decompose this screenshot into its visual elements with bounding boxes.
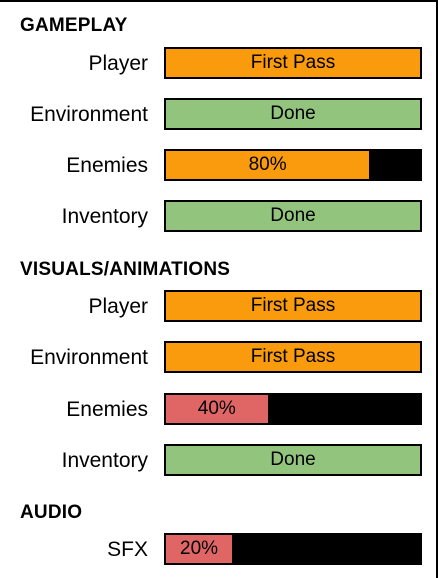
progress-fill: Done [166,446,420,474]
progress-status: First Pass [250,346,336,367]
task-label: Player [88,295,148,318]
progress-status: Done [270,205,316,226]
progress-status: First Pass [250,295,336,316]
top-border [0,0,438,2]
right-border [436,0,438,578]
task-row-visuals-player: Player First Pass [0,289,438,325]
progress-bar: First Pass [164,341,422,373]
task-label: Enemies [66,398,148,421]
progress-fill: Done [166,100,420,128]
progress-fill: 80% [166,151,370,179]
progress-fill: First Pass [166,343,420,371]
task-label: Environment [30,346,148,369]
progress-bar: 20% [164,533,422,565]
progress-fill: First Pass [166,49,420,77]
progress-bar: Done [164,444,422,476]
progress-bar: First Pass [164,47,422,79]
task-label: Enemies [66,154,148,177]
progress-bar: First Pass [164,290,422,322]
progress-fill: 20% [166,535,233,563]
task-label: Environment [30,103,148,126]
task-row-visuals-environment: Environment First Pass [0,340,438,376]
progress-status: 20% [180,538,219,559]
task-row-gameplay-inventory: Inventory Done [0,199,438,235]
section-title-gameplay: GAMEPLAY [20,15,128,36]
progress-fill: 40% [166,395,268,423]
task-label: Player [88,52,148,75]
progress-status: 80% [248,154,287,175]
progress-status: First Pass [250,52,336,73]
progress-fill: Done [166,202,420,230]
task-row-visuals-enemies: Enemies 40% [0,392,438,428]
progress-fill: First Pass [166,292,420,320]
progress-bar: Done [164,98,422,130]
task-row-audio-sfx: SFX 20% [0,532,438,568]
task-row-visuals-inventory: Inventory Done [0,443,438,479]
task-row-gameplay-enemies: Enemies 80% [0,148,438,184]
progress-status: Done [270,449,316,470]
progress-bar: 40% [164,393,422,425]
section-title-audio: AUDIO [20,502,83,523]
progress-bar: Done [164,200,422,232]
progress-status: Done [270,103,316,124]
progress-status: 40% [197,398,236,419]
task-label: Inventory [61,205,148,228]
task-label: SFX [107,538,148,561]
task-label: Inventory [61,449,148,472]
task-row-gameplay-player: Player First Pass [0,46,438,82]
progress-bar: 80% [164,149,422,181]
task-row-gameplay-environment: Environment Done [0,97,438,133]
section-title-visuals-animations: VISUALS/ANIMATIONS [20,259,231,280]
